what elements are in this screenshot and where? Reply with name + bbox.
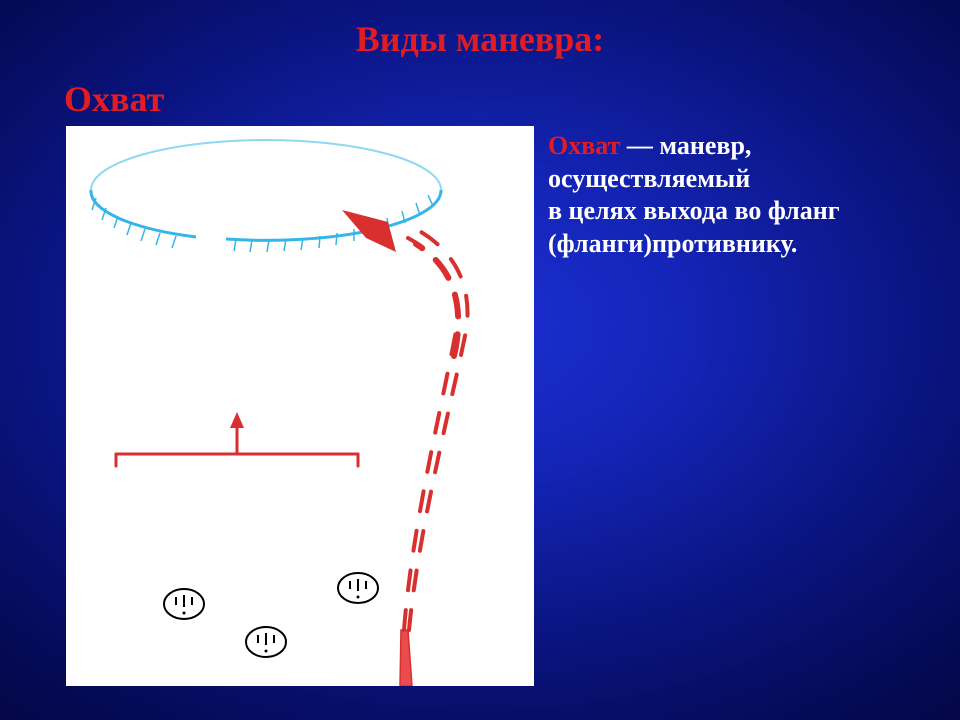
slide-root: Виды маневра: Охват Охват — маневр, осущ… xyxy=(0,0,960,720)
reserve-units xyxy=(164,573,378,657)
reserve-unit-2 xyxy=(246,627,286,657)
reserve-unit-3 xyxy=(338,573,378,603)
frontal-force-arrow xyxy=(230,412,244,454)
definition-term: Охват xyxy=(548,131,620,160)
slide-title: Виды маневра: xyxy=(0,18,960,60)
definition-block: Охват — маневр, осуществляемый в целях в… xyxy=(548,130,948,260)
definition-text-3: (фланги)противнику. xyxy=(548,229,797,258)
reserve-unit-1 xyxy=(164,589,204,619)
definition-text-2: в целях выхода во фланг xyxy=(548,196,840,225)
diagram-svg xyxy=(66,126,534,686)
envelopment-arrow xyxy=(342,210,468,686)
frontal-force-bracket xyxy=(116,454,358,466)
maneuver-diagram xyxy=(66,126,534,686)
slide-subtitle: Охват xyxy=(64,78,164,120)
